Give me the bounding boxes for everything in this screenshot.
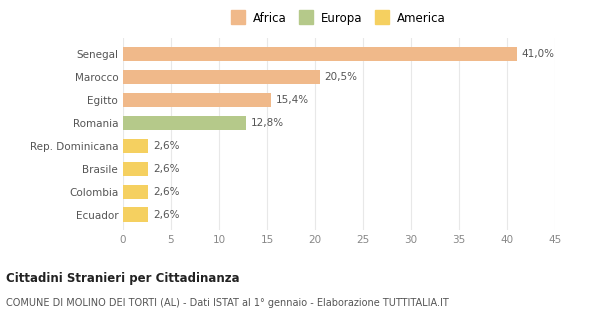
- Text: 12,8%: 12,8%: [251, 118, 284, 128]
- Text: Cittadini Stranieri per Cittadinanza: Cittadini Stranieri per Cittadinanza: [6, 272, 239, 285]
- Text: COMUNE DI MOLINO DEI TORTI (AL) - Dati ISTAT al 1° gennaio - Elaborazione TUTTIT: COMUNE DI MOLINO DEI TORTI (AL) - Dati I…: [6, 298, 449, 308]
- Text: 2,6%: 2,6%: [153, 141, 179, 151]
- Bar: [123, 93, 271, 107]
- Bar: [123, 70, 320, 84]
- Text: 2,6%: 2,6%: [153, 187, 179, 197]
- Text: 2,6%: 2,6%: [153, 164, 179, 174]
- Text: 2,6%: 2,6%: [153, 210, 179, 220]
- Text: 15,4%: 15,4%: [275, 95, 309, 105]
- Legend: Africa, Europa, America: Africa, Europa, America: [229, 9, 449, 29]
- Bar: [123, 139, 148, 153]
- Bar: [123, 185, 148, 199]
- Bar: [123, 162, 148, 176]
- Bar: [123, 207, 148, 222]
- Text: 41,0%: 41,0%: [521, 49, 554, 59]
- Text: 20,5%: 20,5%: [325, 72, 358, 82]
- Bar: [123, 116, 246, 130]
- Bar: [123, 47, 517, 61]
